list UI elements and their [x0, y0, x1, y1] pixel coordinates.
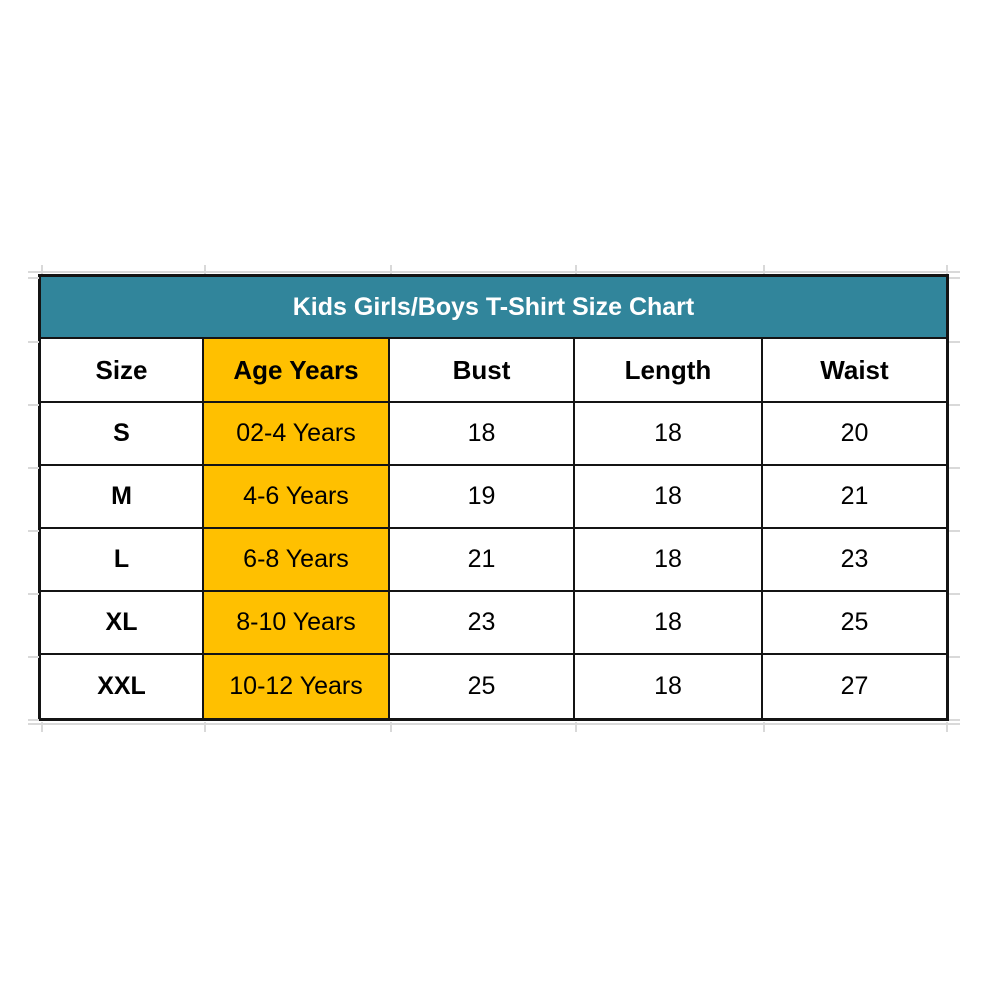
sheet-gridline	[28, 467, 39, 469]
cell-age-years: 6-8 Years	[204, 529, 390, 592]
cell-size: XXL	[41, 655, 204, 718]
sheet-gridline	[204, 265, 206, 274]
sheet-gridline	[28, 271, 960, 273]
sheet-gridline	[949, 467, 960, 469]
header-bust: Bust	[390, 339, 575, 403]
table-title: Kids Girls/Boys T-Shirt Size Chart	[41, 277, 946, 339]
sheet-gridline	[204, 722, 206, 732]
header-size: Size	[41, 339, 204, 403]
cell-waist: 23	[763, 529, 946, 592]
cell-size: L	[41, 529, 204, 592]
sheet-gridline	[949, 277, 960, 279]
sheet-gridline	[949, 404, 960, 406]
cell-length: 18	[575, 655, 763, 718]
cell-size: S	[41, 403, 204, 466]
sheet-gridline	[575, 722, 577, 732]
sheet-gridline	[28, 723, 960, 725]
sheet-gridline	[28, 719, 39, 721]
cell-bust: 18	[390, 403, 575, 466]
header-length: Length	[575, 339, 763, 403]
sheet-gridline	[949, 530, 960, 532]
sheet-gridline	[763, 265, 765, 274]
sheet-gridline	[575, 265, 577, 274]
sheet-gridline	[763, 722, 765, 732]
cell-bust: 23	[390, 592, 575, 655]
header-age-years: Age Years	[204, 339, 390, 403]
size-chart-table: Kids Girls/Boys T-Shirt Size Chart Size …	[38, 274, 949, 721]
cell-age-years: 10-12 Years	[204, 655, 390, 718]
cell-waist: 21	[763, 466, 946, 529]
cell-length: 18	[575, 592, 763, 655]
cell-waist: 25	[763, 592, 946, 655]
cell-age-years: 02-4 Years	[204, 403, 390, 466]
sheet-gridline	[28, 530, 39, 532]
sheet-gridline	[946, 265, 948, 274]
sheet-gridline	[41, 722, 43, 732]
cell-waist: 27	[840, 672, 869, 700]
sheet-gridline	[28, 404, 39, 406]
sheet-gridline	[28, 656, 39, 658]
sheet-gridline	[28, 593, 39, 595]
cell-size: XL	[41, 592, 204, 655]
sheet-gridline	[949, 593, 960, 595]
header-waist: Waist	[763, 339, 946, 403]
sheet-gridline	[390, 722, 392, 732]
sheet-gridline	[949, 341, 960, 343]
cell-bust: 19	[390, 466, 575, 529]
cell-waist: 20	[763, 403, 946, 466]
cell-age-years: 8-10 Years	[204, 592, 390, 655]
sheet-gridline	[28, 277, 39, 279]
cell-size: M	[41, 466, 204, 529]
sheet-gridline	[41, 265, 43, 274]
sheet-gridline	[390, 265, 392, 274]
cell-length: 18	[575, 403, 763, 466]
cell-bust: 25	[390, 655, 575, 718]
sheet-gridline	[949, 656, 960, 658]
sheet-gridline	[949, 719, 960, 721]
cell-age-years: 4-6 Years	[204, 466, 390, 529]
sheet-gridline	[946, 722, 948, 732]
sheet-gridline	[28, 341, 39, 343]
cell-length: 18	[575, 529, 763, 592]
cell-bust: 21	[390, 529, 575, 592]
cell-length: 18	[575, 466, 763, 529]
